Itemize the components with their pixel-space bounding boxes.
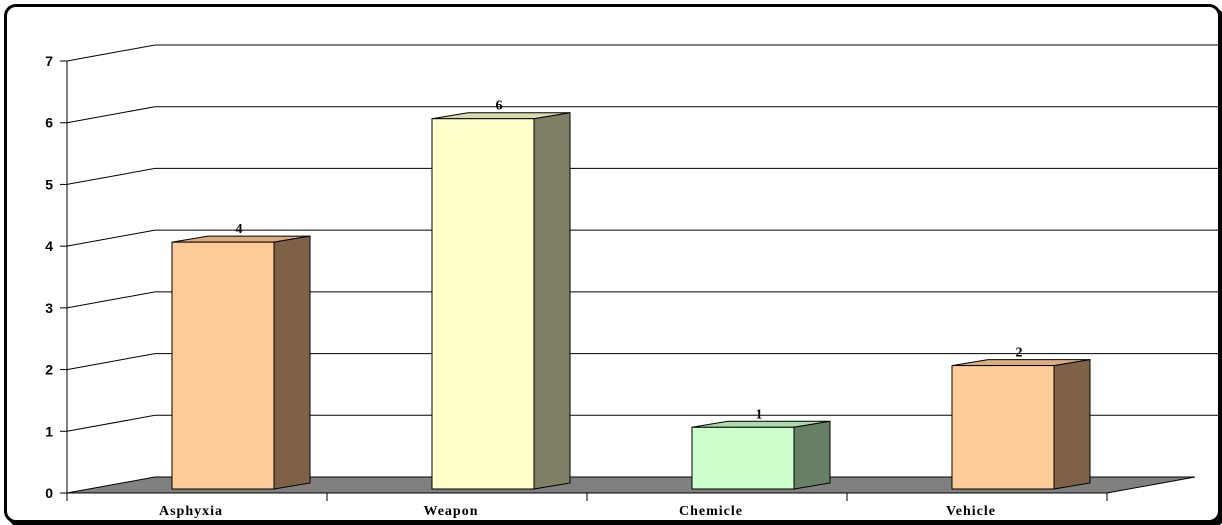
data-label-weapon: 6 (496, 99, 503, 114)
gridline-diagonal (66, 414, 156, 432)
gridline-diagonal (66, 44, 156, 62)
y-tick-label: 3 (45, 300, 53, 316)
y-tick-label: 6 (45, 115, 53, 131)
gridline-diagonal (66, 106, 156, 124)
bar-side-weapon (533, 112, 571, 490)
y-tick-label: 5 (45, 176, 53, 192)
category-label-vehicle: Vehicle (946, 504, 996, 519)
gridline-diagonal (66, 167, 156, 185)
gridline-diagonal (66, 229, 156, 247)
bar-chart: 0 1 2 3 4 5 6 7 4 Asphyxia 6 Weapon 1 Chemicle 2 Vehic… (45, 44, 1218, 519)
gridline-diagonal (66, 291, 156, 309)
data-label-asphyxia: 4 (236, 222, 243, 237)
bar-side-asphyxia (273, 235, 311, 490)
y-tick-label: 2 (45, 362, 53, 378)
category-label-weapon: Weapon (423, 504, 478, 519)
y-tick-label: 4 (45, 238, 53, 254)
data-label-vehicle: 2 (1016, 346, 1023, 361)
bar-weapon (431, 118, 535, 490)
bar-side-vehicle (1053, 358, 1091, 490)
bar-vehicle (951, 365, 1055, 490)
gridline-diagonal (66, 353, 156, 371)
bar-chemicle (691, 426, 795, 490)
chart-frame: 0 1 2 3 4 5 6 7 4 Asphyxia 6 Weapon 1 Chemicle 2 Vehic… (4, 4, 1221, 523)
y-tick-label: 1 (45, 423, 53, 439)
category-label-chemicle: Chemicle (679, 504, 743, 519)
category-label-asphyxia: Asphyxia (159, 504, 223, 519)
y-tick-label: 7 (45, 53, 53, 69)
y-tick-label: 0 (45, 485, 53, 501)
data-label-chemicle: 1 (756, 407, 763, 422)
bar-asphyxia (171, 241, 275, 490)
bar-side-chemicle (793, 420, 831, 490)
